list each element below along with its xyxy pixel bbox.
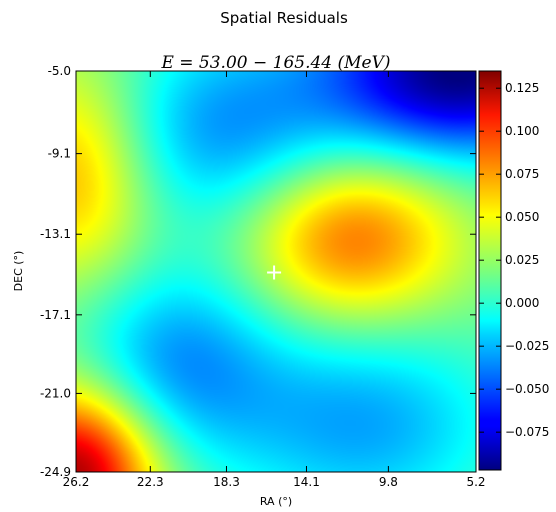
colorbar-tick-label: −0.050 (505, 382, 549, 396)
x-tick-label: 18.3 (213, 475, 240, 489)
x-tick-label: 22.3 (137, 475, 164, 489)
colorbar (478, 70, 502, 471)
x-tick-label: 14.1 (293, 475, 320, 489)
suptitle: Spatial Residuals (220, 9, 348, 27)
colorbar-tick-label: 0.050 (505, 210, 539, 224)
y-tick-label: -21.0 (40, 386, 71, 400)
y-axis: -5.0 -9.1 -13.1 -17.1 -21.0 -24.9 (40, 64, 476, 479)
y-tick-label: -24.9 (40, 465, 71, 479)
x-axis: 26.2 22.3 18.3 14.1 9.8 5.2 (63, 71, 486, 489)
y-tick-label: -13.1 (40, 227, 71, 241)
colorbar-tick-label: 0.075 (505, 167, 539, 181)
heatmap-plot-area (76, 71, 476, 472)
y-tick-label: -9.1 (48, 147, 71, 161)
colorbar-axis: 0.125 0.100 0.075 0.050 0.025 0.000 −0.025 −0.0… (479, 81, 549, 439)
y-tick-label: -5.0 (48, 64, 71, 78)
colorbar-tick-label: 0.100 (505, 124, 539, 138)
colorbar-tick-label: 0.125 (505, 81, 539, 95)
x-axis-label: RA (°) (260, 495, 292, 508)
source-marker (267, 265, 282, 280)
x-tick-label: 26.2 (63, 475, 90, 489)
colorbar-tick-label: −0.025 (505, 339, 549, 353)
colorbar-tick-label: 0.000 (505, 296, 539, 310)
x-tick-label: 5.2 (466, 475, 485, 489)
colorbar-tick-label: 0.025 (505, 253, 539, 267)
y-axis-label: DEC (°) (12, 251, 25, 292)
x-tick-label: 9.8 (379, 475, 398, 489)
y-tick-label: -17.1 (40, 308, 71, 322)
plot-frame (75, 70, 477, 473)
chart-title: E = 53.00 − 165.44 (MeV) (160, 53, 390, 73)
colorbar-tick-label: −0.075 (505, 425, 549, 439)
